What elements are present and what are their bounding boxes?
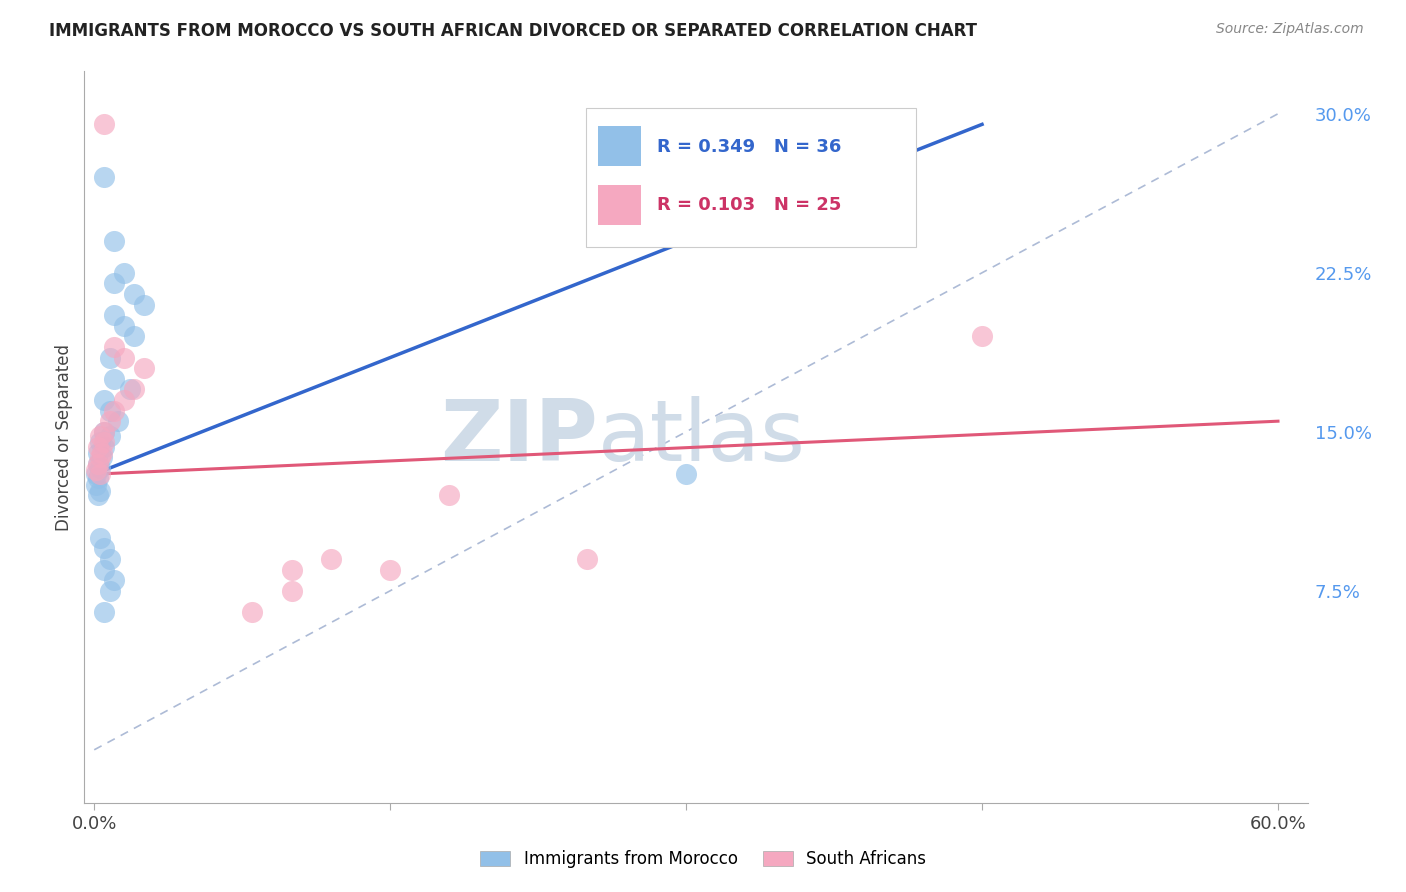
Point	[89, 435, 111, 450]
Point	[93, 117, 115, 131]
Point	[89, 531, 111, 545]
Point	[91, 446, 114, 460]
Point	[103, 573, 125, 587]
Point	[240, 605, 263, 619]
Point	[675, 467, 697, 482]
Point	[93, 605, 115, 619]
Text: Source: ZipAtlas.com: Source: ZipAtlas.com	[1216, 22, 1364, 37]
Point	[132, 361, 155, 376]
Point	[89, 484, 111, 499]
Point	[122, 383, 145, 397]
Text: atlas: atlas	[598, 395, 806, 479]
Point	[439, 488, 461, 502]
Point	[132, 297, 155, 311]
Point	[87, 446, 110, 460]
Point	[107, 414, 129, 428]
Point	[103, 308, 125, 322]
Point	[576, 552, 599, 566]
Point	[87, 488, 110, 502]
Point	[89, 467, 111, 482]
FancyBboxPatch shape	[598, 185, 641, 225]
Point	[280, 583, 302, 598]
Point	[87, 457, 110, 471]
Point	[118, 383, 141, 397]
Text: R = 0.349   N = 36: R = 0.349 N = 36	[657, 137, 841, 156]
Point	[93, 425, 115, 439]
Point	[87, 471, 110, 485]
Point	[103, 403, 125, 417]
Point	[319, 552, 342, 566]
Point	[87, 440, 110, 454]
Point	[93, 435, 115, 450]
Point	[112, 351, 135, 365]
Point	[89, 429, 111, 443]
Point	[103, 234, 125, 248]
Point	[122, 329, 145, 343]
Legend: Immigrants from Morocco, South Africans: Immigrants from Morocco, South Africans	[474, 844, 932, 875]
Point	[93, 425, 115, 439]
Point	[93, 170, 115, 185]
Point	[98, 583, 121, 598]
Point	[112, 392, 135, 407]
Point	[98, 429, 121, 443]
FancyBboxPatch shape	[586, 108, 917, 247]
Point	[98, 351, 121, 365]
Point	[103, 277, 125, 291]
Point	[112, 318, 135, 333]
Point	[89, 450, 111, 465]
Point	[87, 457, 110, 471]
Point	[103, 372, 125, 386]
Text: IMMIGRANTS FROM MOROCCO VS SOUTH AFRICAN DIVORCED OR SEPARATED CORRELATION CHART: IMMIGRANTS FROM MOROCCO VS SOUTH AFRICAN…	[49, 22, 977, 40]
Point	[98, 552, 121, 566]
Y-axis label: Divorced or Separated: Divorced or Separated	[55, 343, 73, 531]
Point	[91, 450, 114, 465]
Point	[122, 287, 145, 301]
FancyBboxPatch shape	[598, 126, 641, 167]
Point	[380, 563, 402, 577]
Point	[89, 460, 111, 475]
Point	[93, 563, 115, 577]
Point	[84, 477, 107, 491]
Point	[280, 563, 302, 577]
Text: R = 0.103   N = 25: R = 0.103 N = 25	[657, 196, 841, 214]
Point	[93, 440, 115, 454]
Point	[98, 414, 121, 428]
Text: ZIP: ZIP	[440, 395, 598, 479]
Point	[103, 340, 125, 354]
Point	[970, 329, 993, 343]
Point	[93, 541, 115, 556]
Point	[84, 463, 107, 477]
Point	[112, 266, 135, 280]
Point	[93, 392, 115, 407]
Point	[98, 403, 121, 417]
Point	[84, 467, 107, 482]
